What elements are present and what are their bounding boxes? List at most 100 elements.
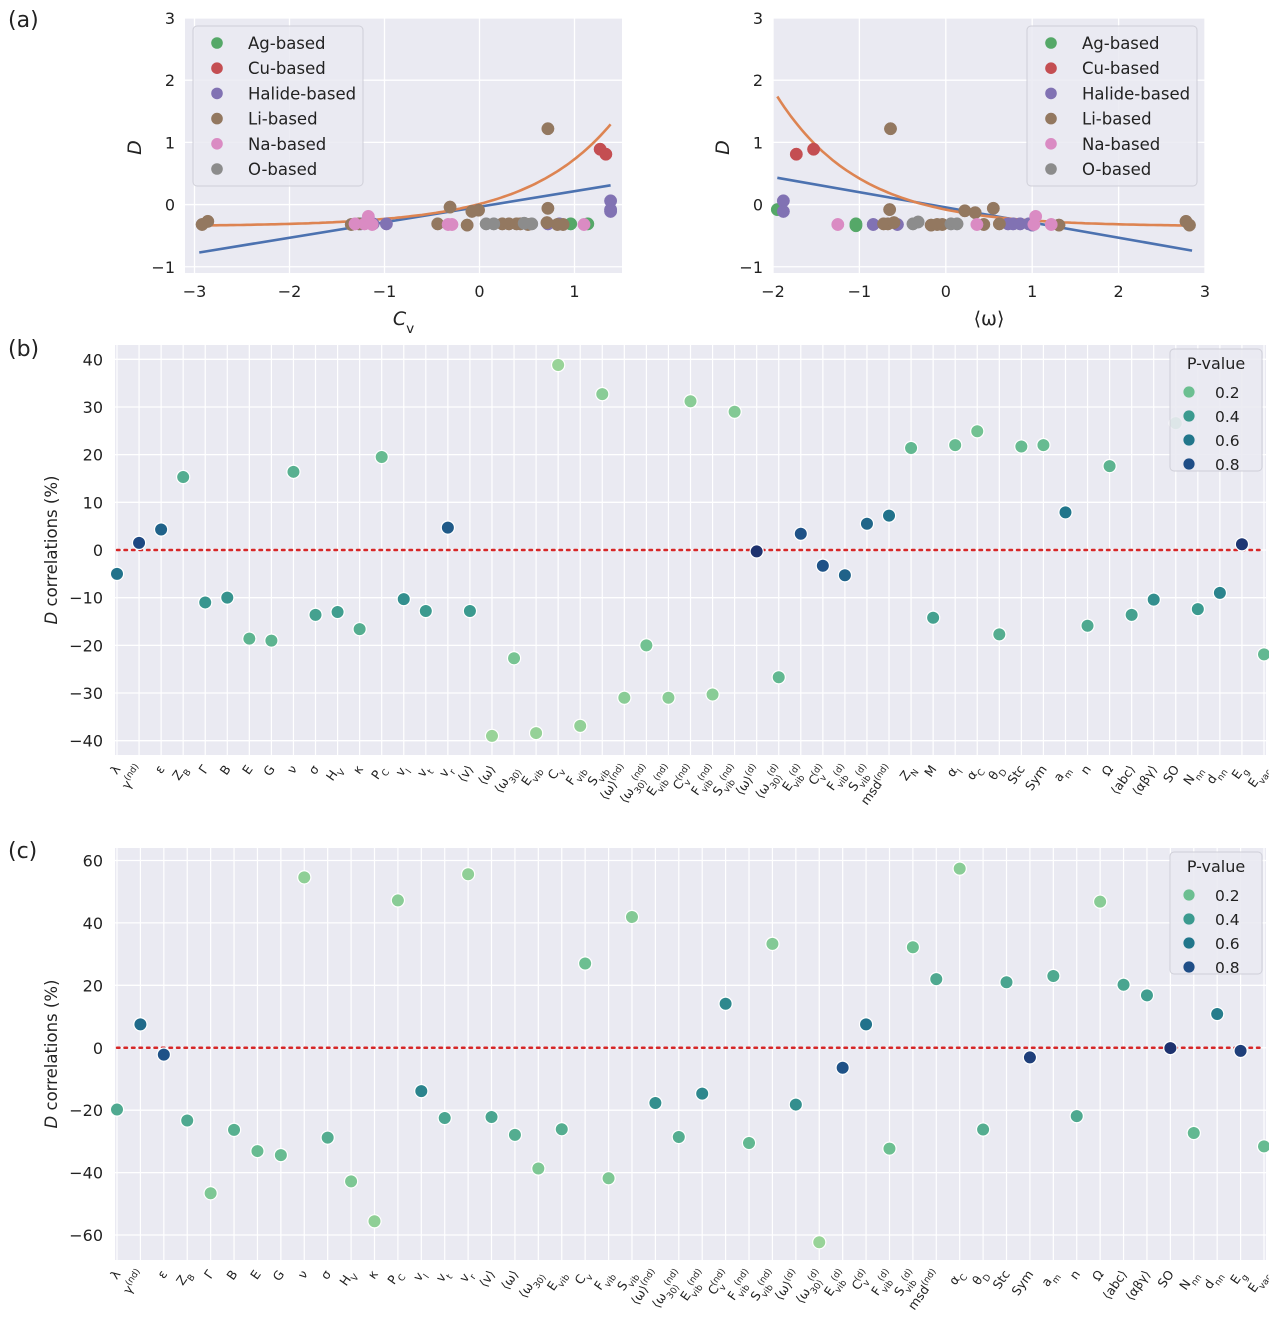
point-d: [749, 544, 764, 559]
point-na-based: [445, 218, 459, 231]
point-c-v-nd: [718, 996, 733, 1011]
tick-label-so: SO: [1160, 762, 1183, 785]
x-tick-label: 0: [474, 282, 484, 301]
y-tick-label: 10: [83, 493, 103, 512]
tick-label-n: n: [1077, 762, 1094, 777]
legend-marker-o-based: [211, 163, 223, 175]
tick-label-e: E: [239, 762, 256, 777]
point-d-nn: [1212, 585, 1228, 601]
point-x: [109, 566, 125, 582]
tick-label-e-vib: Evib: [544, 1267, 573, 1296]
point-x: [153, 522, 169, 537]
point-ag-based: [849, 219, 863, 233]
y-tick-label: 2: [165, 71, 175, 90]
legend-marker-ag-based: [1045, 37, 1057, 49]
legend-label-na-based: Na-based: [248, 135, 326, 154]
point-e-vib-d: [835, 1060, 850, 1075]
point-nd: [133, 1017, 148, 1032]
legend-label: 0.8: [1215, 456, 1240, 474]
point-f-vib-d: [837, 568, 853, 583]
x-tick-label: −1: [848, 282, 872, 301]
point-nd: [617, 690, 632, 705]
point-e-vib-nd: [695, 1086, 710, 1101]
legend-label: 0.4: [1215, 408, 1240, 426]
tick-label-h-v: HV: [323, 761, 349, 786]
legend-marker: [1183, 913, 1195, 925]
point-li-based: [556, 218, 570, 231]
y-tick-label: 30: [83, 398, 103, 417]
tick-label-nd: γ(nd): [120, 1267, 147, 1297]
tick-label-h-v: HV: [336, 1266, 362, 1291]
y-tick-label: 3: [753, 9, 763, 28]
y-tick-label: 0: [753, 196, 763, 215]
point-c: [952, 861, 967, 876]
y-tick-label: 40: [83, 914, 103, 933]
point-v: [462, 603, 478, 619]
axes-plot-area: [115, 848, 1266, 1260]
point-f-vib-nd: [705, 687, 720, 702]
y-tick-label: 3: [165, 9, 175, 28]
point-z-n: [903, 440, 919, 456]
point-o-based: [525, 217, 539, 231]
legend-marker-halide-based: [211, 87, 223, 100]
point-nd: [648, 1095, 663, 1111]
point-stc: [1014, 439, 1029, 454]
point-na-based: [970, 218, 984, 231]
legend-label: 0.6: [1215, 935, 1240, 953]
y-tick-label: 40: [83, 350, 103, 369]
point-li-based: [201, 214, 215, 228]
y-tick-label: −1: [151, 258, 175, 277]
legend-label-halide-based: Halide-based: [248, 84, 356, 103]
point-o-based: [950, 217, 964, 231]
point-30-nd: [639, 638, 654, 653]
point-x: [203, 1186, 218, 1201]
legend-label-o-based: O-based: [248, 160, 317, 179]
chart-correlations-b: −40 −30 −20 −10 0 10 20 30 40 D correlations (%) λ…: [42, 345, 1269, 808]
point-na-based: [831, 218, 845, 231]
point-e-vac: [1256, 647, 1269, 662]
point-s-vib: [624, 909, 640, 925]
panel-label-a: (a): [8, 8, 39, 33]
point-a-m: [1046, 968, 1061, 984]
point-z-b: [180, 1113, 195, 1128]
legend-marker-cu-based: [1045, 62, 1057, 74]
point-n: [1069, 1108, 1084, 1124]
tick-label-v-l: vl: [410, 1267, 432, 1287]
point-n: [1080, 618, 1095, 634]
point-v: [484, 1109, 499, 1125]
point-s-vib-d: [859, 516, 875, 531]
panel-label-c: (c): [8, 839, 37, 864]
tick-label-30-d: ⟨ω30⟩(d): [792, 1267, 830, 1309]
tick-label-v-r: vr: [456, 1267, 479, 1288]
point-g: [264, 633, 279, 648]
y-tick-label: 20: [83, 446, 103, 465]
y-tick-label: −40: [69, 1164, 103, 1183]
point-e-g: [1234, 537, 1250, 552]
legend-label-ag-based: Ag-based: [248, 34, 326, 53]
point-abc: [1124, 607, 1139, 623]
legend-label-li-based: Li-based: [248, 110, 318, 129]
tick-label-x: ⟨αβγ⟩: [1122, 1267, 1153, 1303]
y-axis-label: D correlations (%): [42, 980, 61, 1129]
tick-label-x: Γ: [201, 1267, 217, 1281]
point-na-based: [577, 218, 591, 231]
point-p-c: [390, 893, 406, 908]
chart-correlations-c: −60 −40 −20 0 20 40 60 D correlations (%) λγ(nd)…: [42, 848, 1269, 1313]
x-axis-label: Cv: [393, 308, 414, 337]
point-n-nn: [1190, 601, 1206, 617]
tick-label-x: Ω: [1098, 762, 1116, 779]
point-x: [198, 595, 213, 610]
tick-label-x: ε: [154, 1267, 170, 1281]
point-c-v: [550, 357, 566, 373]
y-axis-label: D: [124, 140, 146, 155]
legend-box: [1026, 25, 1198, 187]
legend-label: 0.6: [1215, 432, 1240, 450]
point-li-based: [541, 122, 555, 136]
point-halide-based: [379, 217, 393, 231]
legend-marker-ag-based: [211, 37, 223, 49]
y-tick-label: 0: [93, 541, 103, 560]
point-li-based: [443, 200, 457, 214]
point-x: [156, 1047, 172, 1062]
tick-label-x: σ: [317, 1267, 334, 1282]
legend-label-halide-based: Halide-based: [1082, 84, 1190, 103]
